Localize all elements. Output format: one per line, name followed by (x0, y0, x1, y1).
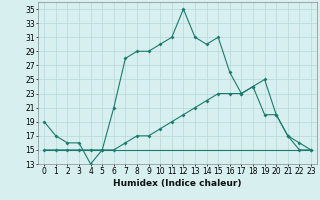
X-axis label: Humidex (Indice chaleur): Humidex (Indice chaleur) (113, 179, 242, 188)
